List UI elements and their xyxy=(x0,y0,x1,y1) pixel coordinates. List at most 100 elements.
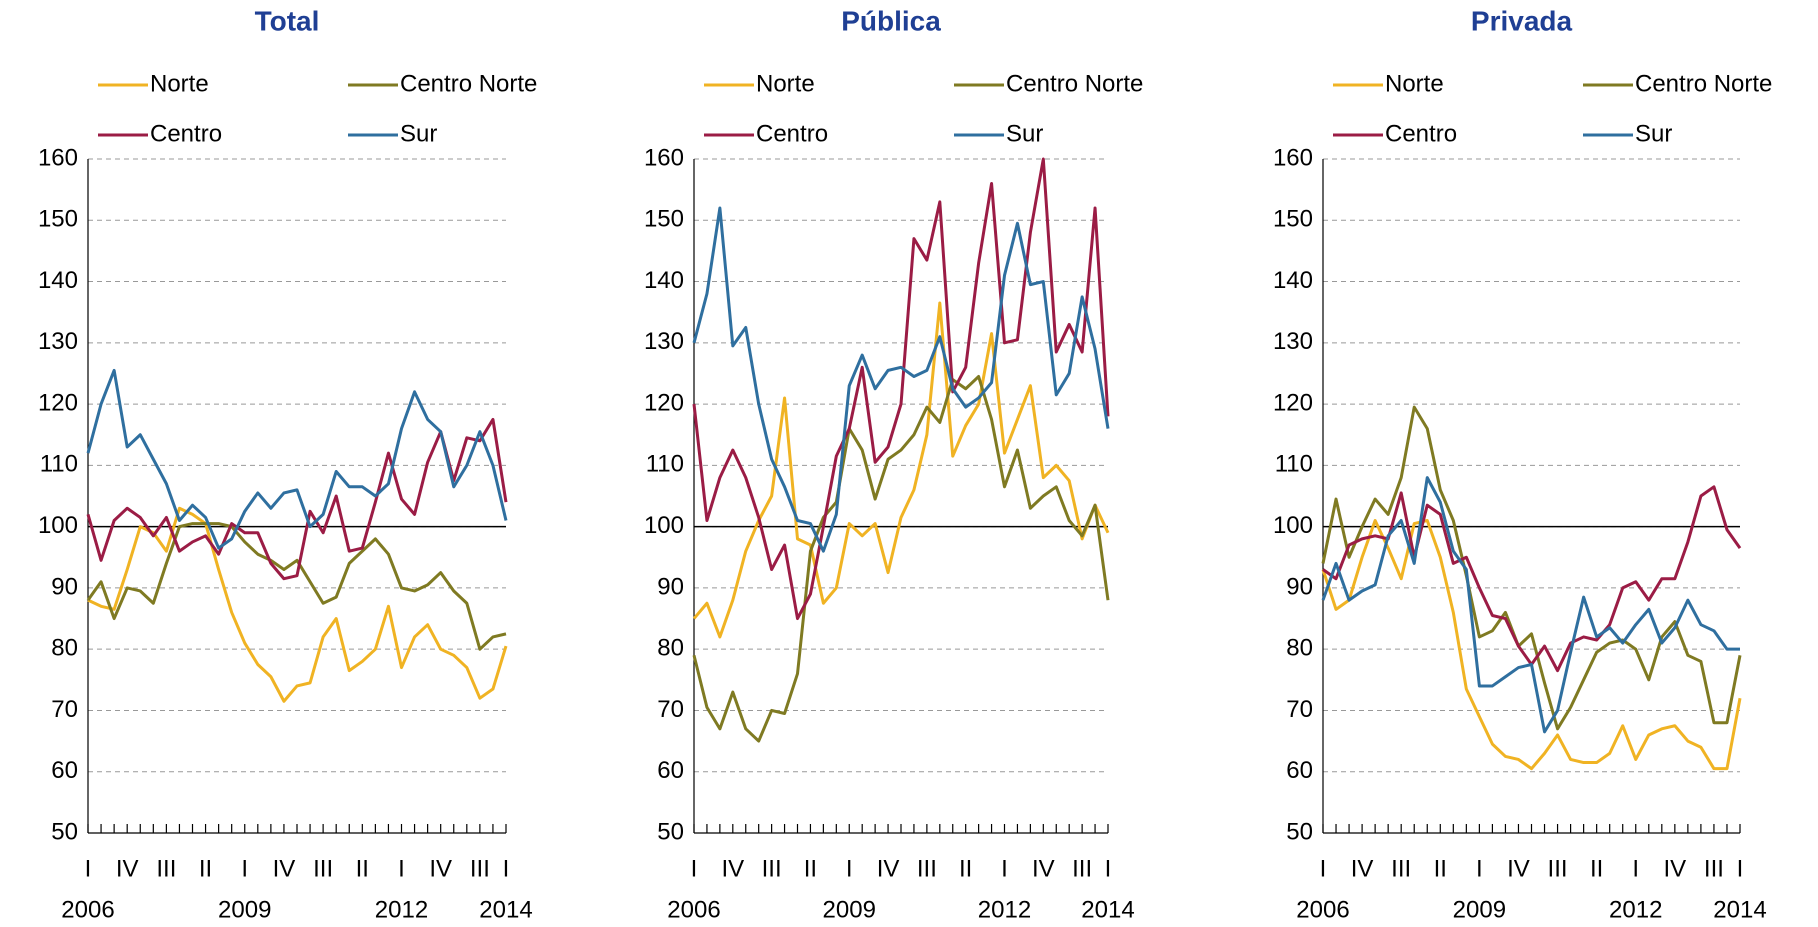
y-tick-label: 100 xyxy=(1273,512,1313,539)
x-tick-label: I xyxy=(503,855,510,882)
x-tick-label: IV xyxy=(273,855,296,882)
y-tick-label: 60 xyxy=(1286,757,1313,784)
x-tick-label: I xyxy=(398,855,405,882)
x-tick-label: IV xyxy=(1032,855,1055,882)
legend-label: Centro xyxy=(756,120,828,147)
chart: Total 50 60 70 80 90 100 110 120 130 140 150 160 I 200… xyxy=(38,5,537,923)
legend-label: Sur xyxy=(1006,120,1043,147)
legend-label: Centro xyxy=(150,120,222,147)
y-tick-label: 130 xyxy=(38,328,78,355)
y-tick-label: 150 xyxy=(1273,206,1313,233)
legend-label: Sur xyxy=(400,120,437,147)
series-line xyxy=(1322,485,1742,673)
x-tick-label: IV xyxy=(877,855,900,882)
x-tick-label: IV xyxy=(429,855,452,882)
legend-label: Norte xyxy=(150,70,209,97)
year-label: 2012 xyxy=(375,896,428,923)
legend-label: Centro xyxy=(1385,120,1457,147)
y-tick-label: 70 xyxy=(51,696,78,723)
x-tick-label: I xyxy=(1001,855,1008,882)
series-line xyxy=(1321,519,1742,771)
x-tick-label: III xyxy=(313,855,333,882)
x-tick-label: II xyxy=(1590,855,1603,882)
x-tick-label: IV xyxy=(1351,855,1374,882)
y-tick-label: 160 xyxy=(38,144,78,171)
y-tick-label: 120 xyxy=(644,389,684,416)
chart: Privada 50 60 70 80 90 100 110 120 130 140 150 160 I 2… xyxy=(1273,5,1772,923)
x-tick-label: III xyxy=(1391,855,1411,882)
x-tick-label: I xyxy=(1320,855,1327,882)
x-tick-label: I xyxy=(85,855,92,882)
x-tick-label: II xyxy=(804,855,817,882)
x-tick-label: I xyxy=(1476,855,1483,882)
y-tick-label: 90 xyxy=(1286,573,1313,600)
x-tick-label: II xyxy=(959,855,972,882)
y-tick-label: 110 xyxy=(646,451,684,478)
x-tick-label: I xyxy=(691,855,698,882)
x-tick-label: I xyxy=(1632,855,1639,882)
y-tick-label: 100 xyxy=(644,512,684,539)
x-tick-label: IV xyxy=(1507,855,1530,882)
legend-label: Norte xyxy=(756,70,815,97)
x-tick-label: I xyxy=(846,855,853,882)
series-line xyxy=(87,506,508,703)
year-label: 2012 xyxy=(978,896,1031,923)
y-tick-label: 100 xyxy=(38,512,78,539)
series-line xyxy=(692,206,1110,553)
x-tick-label: IV xyxy=(721,855,744,882)
year-label: 2014 xyxy=(479,896,532,923)
year-label: 2006 xyxy=(667,896,720,923)
x-tick-label: II xyxy=(356,855,369,882)
series-line xyxy=(1321,476,1740,734)
year-label: 2014 xyxy=(1081,896,1134,923)
y-tick-label: 70 xyxy=(657,696,684,723)
y-tick-label: 80 xyxy=(1286,635,1313,662)
x-tick-label: IV xyxy=(1664,855,1687,882)
series-line xyxy=(692,157,1110,621)
x-tick-label: I xyxy=(241,855,248,882)
legend-label: Sur xyxy=(1635,120,1672,147)
x-tick-label: II xyxy=(199,855,212,882)
y-tick-label: 150 xyxy=(644,206,684,233)
chart-title: Privada xyxy=(1471,5,1573,36)
legend-label: Centro Norte xyxy=(1635,70,1772,97)
y-tick-label: 80 xyxy=(51,635,78,662)
year-label: 2006 xyxy=(61,896,114,923)
y-tick-label: 120 xyxy=(38,389,78,416)
y-tick-label: 130 xyxy=(1273,328,1313,355)
y-tick-label: 90 xyxy=(657,573,684,600)
x-tick-label: III xyxy=(156,855,176,882)
x-tick-label: III xyxy=(470,855,490,882)
y-tick-label: 110 xyxy=(40,451,78,478)
y-tick-label: 140 xyxy=(1273,267,1313,294)
series-line xyxy=(86,417,508,581)
year-label: 2006 xyxy=(1296,896,1349,923)
x-tick-label: III xyxy=(1548,855,1568,882)
x-tick-label: III xyxy=(917,855,937,882)
year-label: 2009 xyxy=(823,896,876,923)
y-tick-label: 160 xyxy=(644,144,684,171)
chart-title: Pública xyxy=(841,5,941,36)
y-tick-label: 130 xyxy=(644,328,684,355)
chart: Pública 50 60 70 80 90 100 110 120 130 140 150 160 I 2… xyxy=(644,5,1143,923)
y-tick-label: 140 xyxy=(38,267,78,294)
y-tick-label: 70 xyxy=(1286,696,1313,723)
y-tick-label: 50 xyxy=(657,818,684,845)
chart-title: Total xyxy=(255,5,320,36)
series-line xyxy=(86,368,508,550)
series-line xyxy=(86,522,507,651)
series-line xyxy=(1321,405,1742,731)
legend-label: Centro Norte xyxy=(1006,70,1143,97)
y-tick-label: 60 xyxy=(51,757,78,784)
y-tick-label: 80 xyxy=(657,635,684,662)
x-tick-label: I xyxy=(1105,855,1112,882)
x-tick-label: I xyxy=(1737,855,1744,882)
y-tick-label: 160 xyxy=(1273,144,1313,171)
year-label: 2012 xyxy=(1609,896,1662,923)
x-tick-label: III xyxy=(1072,855,1092,882)
series-line xyxy=(692,375,1110,743)
y-tick-label: 140 xyxy=(644,267,684,294)
y-tick-label: 110 xyxy=(1275,451,1313,478)
legend-label: Norte xyxy=(1385,70,1444,97)
